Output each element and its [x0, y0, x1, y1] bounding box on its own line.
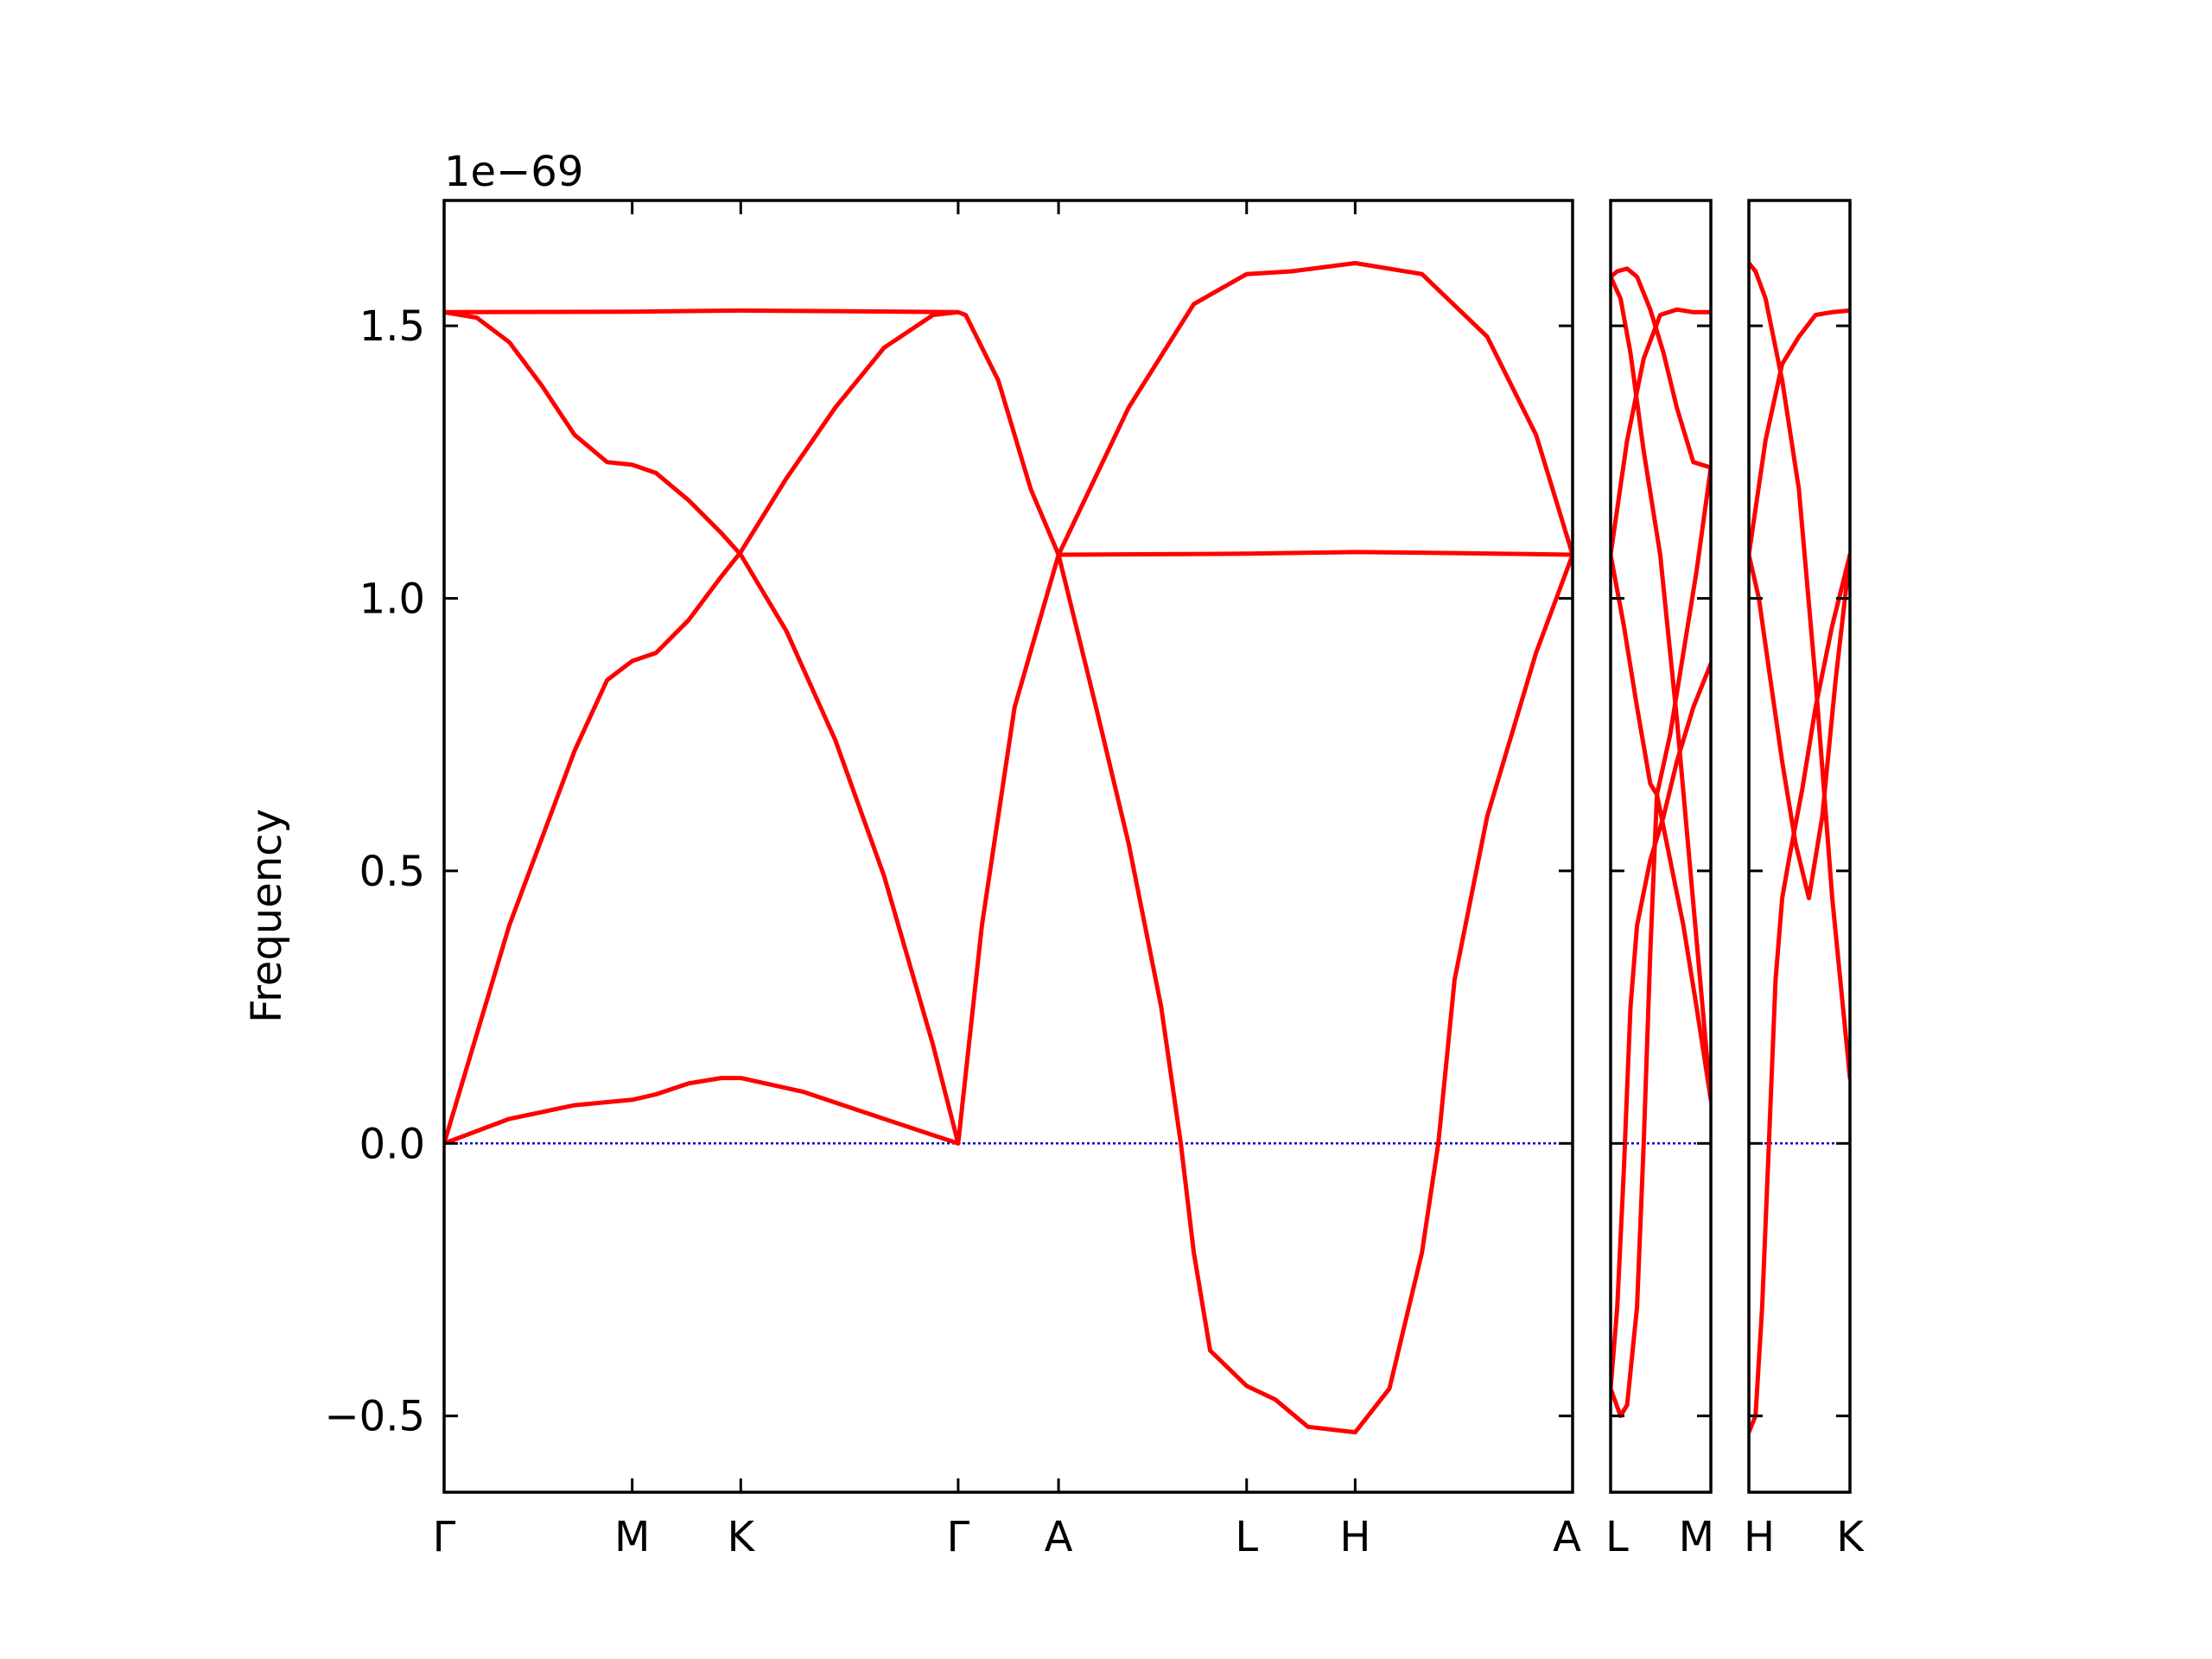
band-line	[444, 552, 1061, 1146]
x-tick-label: A	[1553, 1513, 1581, 1561]
x-tick-label: H	[1339, 1513, 1370, 1561]
band-line	[1611, 661, 1711, 1391]
y-tick-label: 1.5	[359, 302, 425, 351]
x-tick-label: H	[1744, 1513, 1775, 1561]
band-line	[1611, 266, 1711, 470]
panel-frame	[1747, 199, 1852, 1494]
x-tick-label: K	[728, 1513, 756, 1561]
panel-frame	[442, 199, 1574, 1494]
y-offset-label: 1e−69	[444, 148, 583, 196]
band-line	[1611, 465, 1711, 1419]
x-tick-label: K	[1836, 1513, 1865, 1561]
band-line	[1611, 307, 1711, 557]
y-axis-label: Frequency	[243, 809, 291, 1023]
y-tick-labels: −0.5 0.0 0.5 1.0 1.5	[324, 302, 425, 1441]
x-tick-label: L	[1235, 1513, 1258, 1561]
x-tick-label: M	[1679, 1513, 1714, 1561]
x-tick-label: A	[1045, 1513, 1073, 1561]
x-tick-label: L	[1605, 1513, 1629, 1561]
band-line	[1611, 274, 1711, 1103]
y-tick-label: 0.0	[359, 1120, 425, 1168]
panel-frame	[1609, 199, 1713, 1494]
x-tick-label: Γ	[947, 1513, 970, 1561]
band-line	[1749, 308, 1850, 557]
band-line	[444, 261, 1573, 557]
x-tick-label: M	[614, 1513, 650, 1561]
band-line	[1056, 550, 1573, 557]
band-line	[444, 309, 961, 1146]
band-line	[1056, 552, 1573, 1435]
y-tick-label: 1.0	[359, 575, 425, 623]
band-line	[1749, 552, 1850, 1435]
band-line	[1749, 552, 1850, 900]
y-tick-label: 0.5	[359, 848, 425, 896]
band-line	[444, 309, 961, 1146]
y-tick-label: −0.5	[324, 1393, 425, 1441]
x-tick-label: Γ	[433, 1513, 456, 1561]
band-line	[1749, 261, 1850, 1081]
